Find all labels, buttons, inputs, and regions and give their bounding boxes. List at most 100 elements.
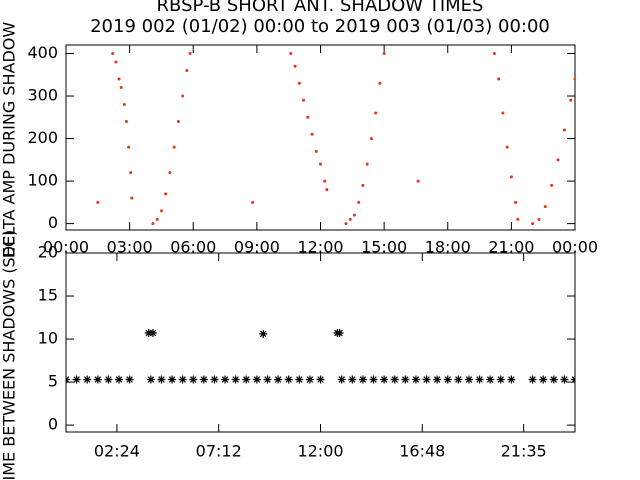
point bbox=[562, 128, 566, 132]
point bbox=[411, 375, 420, 384]
point bbox=[83, 375, 92, 384]
x-tick-label: 12:00 bbox=[297, 238, 343, 257]
point bbox=[369, 375, 378, 384]
y-tick-label: 0 bbox=[48, 213, 58, 232]
data-points bbox=[96, 52, 575, 226]
point bbox=[66, 375, 70, 384]
point bbox=[314, 149, 318, 153]
point bbox=[369, 137, 373, 141]
point bbox=[146, 375, 155, 384]
point bbox=[72, 375, 81, 384]
point bbox=[199, 375, 208, 384]
y-tick-label: 300 bbox=[27, 86, 58, 105]
point bbox=[496, 375, 505, 384]
point bbox=[358, 375, 367, 384]
point bbox=[306, 115, 310, 119]
point bbox=[259, 329, 268, 338]
point bbox=[252, 375, 261, 384]
point bbox=[178, 375, 187, 384]
point bbox=[537, 217, 541, 221]
point bbox=[348, 375, 357, 384]
point bbox=[129, 171, 133, 175]
point bbox=[361, 183, 365, 187]
point bbox=[443, 375, 452, 384]
point bbox=[293, 64, 297, 68]
x-tick-label: 12:00 bbox=[297, 442, 343, 461]
point bbox=[295, 375, 304, 384]
point bbox=[319, 162, 322, 166]
point bbox=[93, 375, 102, 384]
point bbox=[573, 77, 575, 81]
point bbox=[155, 217, 159, 221]
point bbox=[157, 375, 166, 384]
point bbox=[569, 98, 573, 102]
point bbox=[348, 217, 352, 221]
x-tick-label: 07:12 bbox=[196, 442, 242, 461]
point bbox=[492, 52, 496, 56]
point bbox=[124, 120, 128, 124]
point bbox=[119, 86, 123, 90]
point bbox=[514, 200, 518, 204]
y-tick-label: 5 bbox=[48, 372, 58, 391]
point bbox=[390, 375, 399, 384]
point bbox=[104, 375, 113, 384]
x-tick-label: 00:00 bbox=[43, 238, 89, 257]
point bbox=[433, 375, 442, 384]
point bbox=[378, 81, 382, 85]
chart-subtitle: 2019 002 (01/02) 00:00 to 2019 003 (01/0… bbox=[90, 16, 550, 37]
point bbox=[127, 145, 131, 149]
point bbox=[310, 132, 314, 136]
point bbox=[168, 171, 172, 175]
point bbox=[111, 52, 115, 56]
point bbox=[501, 111, 505, 115]
y-tick-label: 10 bbox=[38, 329, 58, 348]
point bbox=[380, 375, 389, 384]
y-tick-label: 100 bbox=[27, 171, 58, 190]
point bbox=[189, 375, 198, 384]
point bbox=[144, 329, 153, 338]
x-tick-label: 06:00 bbox=[170, 238, 216, 257]
point bbox=[210, 375, 219, 384]
data-points bbox=[66, 329, 575, 384]
point bbox=[221, 375, 230, 384]
chart-title: RBSP-B SHORT ANT. SHADOW TIMES bbox=[157, 0, 484, 16]
point bbox=[539, 375, 548, 384]
point bbox=[549, 375, 558, 384]
y-tick-label: 0 bbox=[48, 415, 58, 434]
point bbox=[289, 52, 293, 56]
x-tick-label: 21:00 bbox=[488, 238, 534, 257]
point bbox=[505, 145, 509, 149]
x-tick-label: 21:35 bbox=[501, 442, 547, 461]
point bbox=[543, 205, 547, 209]
point bbox=[130, 196, 134, 200]
point bbox=[316, 375, 325, 384]
point bbox=[571, 375, 575, 384]
y-tick-label: 15 bbox=[38, 286, 58, 305]
point bbox=[382, 52, 386, 56]
y-tick-label: 400 bbox=[27, 43, 58, 62]
point bbox=[159, 209, 163, 213]
point bbox=[325, 188, 329, 192]
y-tick-label: 20 bbox=[38, 243, 58, 262]
point bbox=[251, 200, 255, 204]
point bbox=[323, 179, 327, 183]
point bbox=[115, 375, 124, 384]
point bbox=[416, 179, 420, 183]
point bbox=[188, 52, 192, 56]
point bbox=[556, 158, 560, 162]
point bbox=[297, 81, 301, 85]
y-tick-label: 200 bbox=[27, 128, 58, 147]
point bbox=[164, 192, 168, 196]
point bbox=[486, 375, 495, 384]
point bbox=[374, 111, 378, 115]
point bbox=[172, 145, 176, 149]
x-tick-label: 03:00 bbox=[107, 238, 153, 257]
point bbox=[114, 60, 118, 64]
point bbox=[122, 103, 126, 107]
point bbox=[176, 120, 180, 124]
x-tick-label: 18:00 bbox=[425, 238, 471, 257]
point bbox=[507, 375, 516, 384]
plot-frame bbox=[65, 252, 576, 433]
point bbox=[422, 375, 431, 384]
